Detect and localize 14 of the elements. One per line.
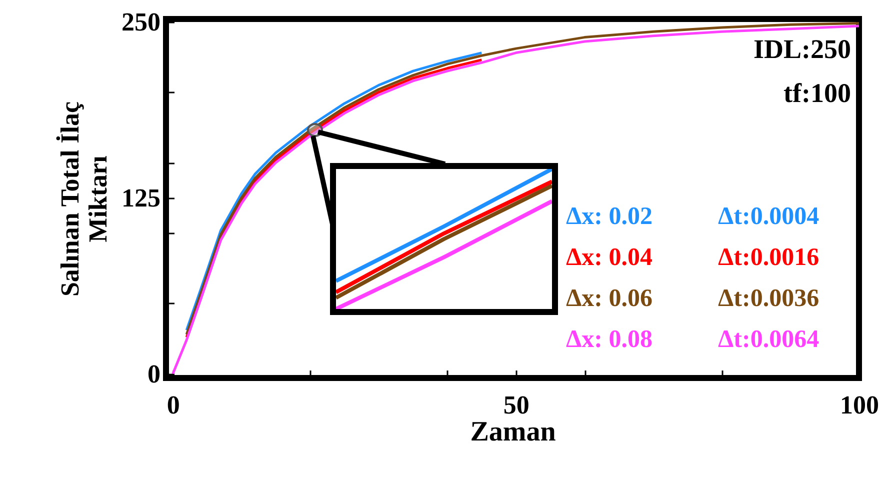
text: Δx: 0.08 Δt:0.0064: [566, 326, 820, 353]
y-tick-label: 125: [122, 183, 160, 212]
x-tick-label: 50: [503, 390, 530, 420]
x-tick-label: 100: [840, 390, 879, 420]
text: Δx: 0.02 Δt:0.0004: [566, 203, 820, 230]
annotation: IDL:250: [753, 34, 851, 64]
y-tick-label: 250: [122, 7, 160, 36]
x-axis-title: Zaman: [470, 416, 556, 448]
annotation: tf:100: [784, 78, 851, 108]
text: Δx: 0.04 Δt:0.0016: [566, 244, 820, 271]
text: Δx: 0.06 Δt:0.0036: [566, 285, 820, 312]
y-axis-title: Salınan Total İlaç Miktarı: [56, 101, 112, 297]
x-tick-label: 0: [166, 390, 180, 420]
y-tick-label: 0: [148, 359, 160, 388]
